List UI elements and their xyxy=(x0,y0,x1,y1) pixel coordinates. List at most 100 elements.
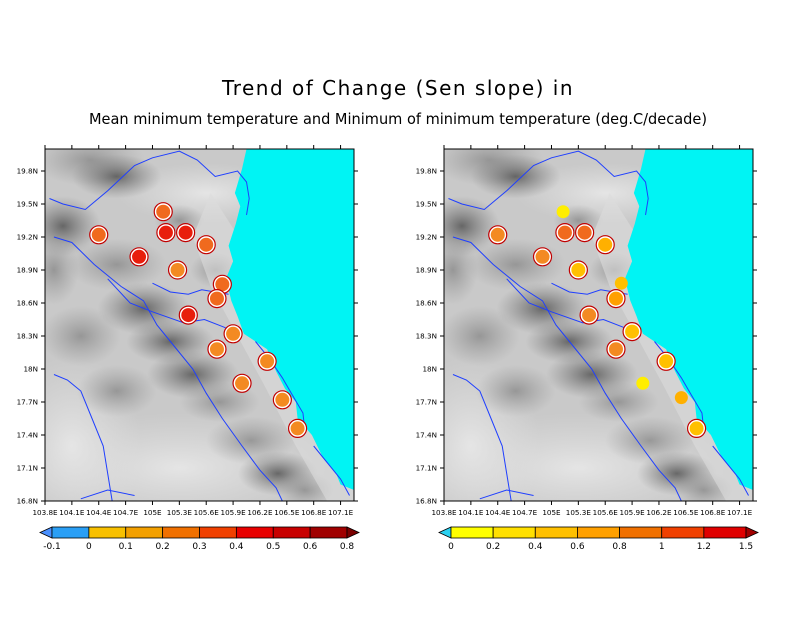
y-tick-label: 18.9N xyxy=(416,266,437,275)
colorbar-label: 1.2 xyxy=(697,542,711,552)
colorbar-label: 0.4 xyxy=(528,542,543,552)
y-tick-label: 19.2N xyxy=(416,233,437,242)
colorbar-arrow-low xyxy=(438,526,452,539)
terrain-shading xyxy=(444,235,478,305)
y-tick-label: 19.5N xyxy=(17,200,38,209)
x-tick-label: 106.8E xyxy=(301,508,327,517)
figure-title: Trend of Change (Sen slope) in xyxy=(221,76,574,100)
station-marker xyxy=(636,376,650,390)
x-tick-label: 104.7E xyxy=(512,508,538,517)
x-tick-label: 103.8E xyxy=(431,508,457,517)
y-tick-label: 16.8N xyxy=(17,497,38,506)
x-tick-label: 104.4E xyxy=(86,508,112,517)
colorbar: -0.1 0 0.1 0.2 0.3 0.4 0.5 0.6 0.8 xyxy=(39,526,360,552)
figure-subtitle: Mean minimum temperature and Minimum of … xyxy=(89,110,707,128)
station-marker xyxy=(582,308,597,323)
x-tick-label: 105E xyxy=(143,508,162,517)
x-tick-label: 105.6E xyxy=(194,508,220,517)
map-area xyxy=(45,149,354,501)
river-line xyxy=(712,445,749,496)
x-tick-label: 105.9E xyxy=(620,508,646,517)
sea-area xyxy=(624,149,753,490)
y-tick-label: 19.8N xyxy=(416,167,437,176)
terrain-shading xyxy=(45,306,121,366)
colorbar-label: 0.6 xyxy=(570,542,585,552)
y-tick-label: 19.8N xyxy=(17,167,38,176)
terrain-shading xyxy=(76,365,157,417)
station-marker xyxy=(209,291,224,306)
x-tick-label: 106.2E xyxy=(646,508,672,517)
y-tick-label: 19.2N xyxy=(17,233,38,242)
colorbar-label: -0.1 xyxy=(43,542,61,552)
x-tick-label: 104.7E xyxy=(113,508,139,517)
colorbar-segment xyxy=(703,526,747,539)
colorbar-label: 0.2 xyxy=(486,542,500,552)
colorbar-segment xyxy=(88,526,127,539)
colorbar: 0 0.2 0.4 0.6 0.8 1 1.2 1.5 xyxy=(438,526,759,552)
station-marker xyxy=(209,342,224,357)
river-line xyxy=(452,236,682,501)
colorbar-label: 1 xyxy=(659,542,665,552)
y-tick-label: 18.6N xyxy=(416,299,437,308)
colorbar-label: 0 xyxy=(448,542,454,552)
colorbar-arrow-low xyxy=(39,526,53,539)
x-tick-label: 104.4E xyxy=(485,508,511,517)
colorbar-segment xyxy=(534,526,578,539)
river-line xyxy=(49,150,250,216)
station-marker xyxy=(490,227,505,242)
station-marker xyxy=(571,263,586,277)
station-marker xyxy=(215,277,230,292)
river-line xyxy=(448,150,649,216)
river-line xyxy=(452,374,512,501)
map-area xyxy=(444,149,753,501)
terrain-shading xyxy=(470,154,561,199)
y-tick-label: 17.4N xyxy=(17,431,38,440)
colorbar-segment xyxy=(492,526,536,539)
y-tick-label: 17.7N xyxy=(17,398,38,407)
station-marker xyxy=(557,225,572,240)
station-marker xyxy=(659,354,674,369)
station-marker xyxy=(608,342,623,357)
colorbar-segment xyxy=(577,526,620,539)
river-line xyxy=(313,445,350,496)
station-marker xyxy=(674,391,688,405)
map-frame xyxy=(443,148,754,502)
y-tick-label: 18N xyxy=(23,365,38,374)
colorbar-label: 0.8 xyxy=(340,542,355,552)
river-line xyxy=(479,489,534,500)
terrain-shading xyxy=(475,365,556,417)
x-tick-label: 106.5E xyxy=(673,508,699,517)
station-marker xyxy=(275,392,290,407)
x-tick-label: 105.3E xyxy=(167,508,193,517)
sea-area xyxy=(225,149,354,490)
colorbar-segment xyxy=(235,526,274,539)
station-marker xyxy=(598,237,613,252)
colorbar-label: 0.8 xyxy=(612,542,627,552)
station-marker xyxy=(608,291,623,306)
station-marker xyxy=(170,263,185,277)
station-marker xyxy=(235,376,250,391)
left-map-panel: 103.8E 104.1E 104.4E 104.7E 105E 105.3E 105.6E… xyxy=(17,145,360,552)
station-marker xyxy=(226,326,241,341)
x-tick-label: 105.3E xyxy=(566,508,592,517)
river-line xyxy=(506,278,642,337)
x-tick-label: 105.9E xyxy=(221,508,247,517)
x-tick-label: 105E xyxy=(542,508,561,517)
y-tick-label: 18.3N xyxy=(416,332,437,341)
colorbar-label: 1.5 xyxy=(739,542,753,552)
station-marker xyxy=(290,421,305,436)
station-marker xyxy=(178,225,193,240)
station-marker xyxy=(577,225,592,240)
x-tick-label: 106.8E xyxy=(700,508,726,517)
station-marker xyxy=(556,205,570,219)
colorbar-segment xyxy=(162,526,200,539)
terrain-shading xyxy=(578,382,659,422)
x-tick-label: 107.1E xyxy=(328,508,354,517)
right-map-panel: 103.8E 104.1E 104.4E 104.7E 105E 105.3E 105.6E… xyxy=(416,145,759,552)
colorbar-segment xyxy=(661,526,705,539)
x-tick-label: 106.5E xyxy=(274,508,300,517)
station-marker xyxy=(158,225,173,240)
river-line xyxy=(53,374,113,501)
colorbar-arrow-high xyxy=(745,526,759,539)
